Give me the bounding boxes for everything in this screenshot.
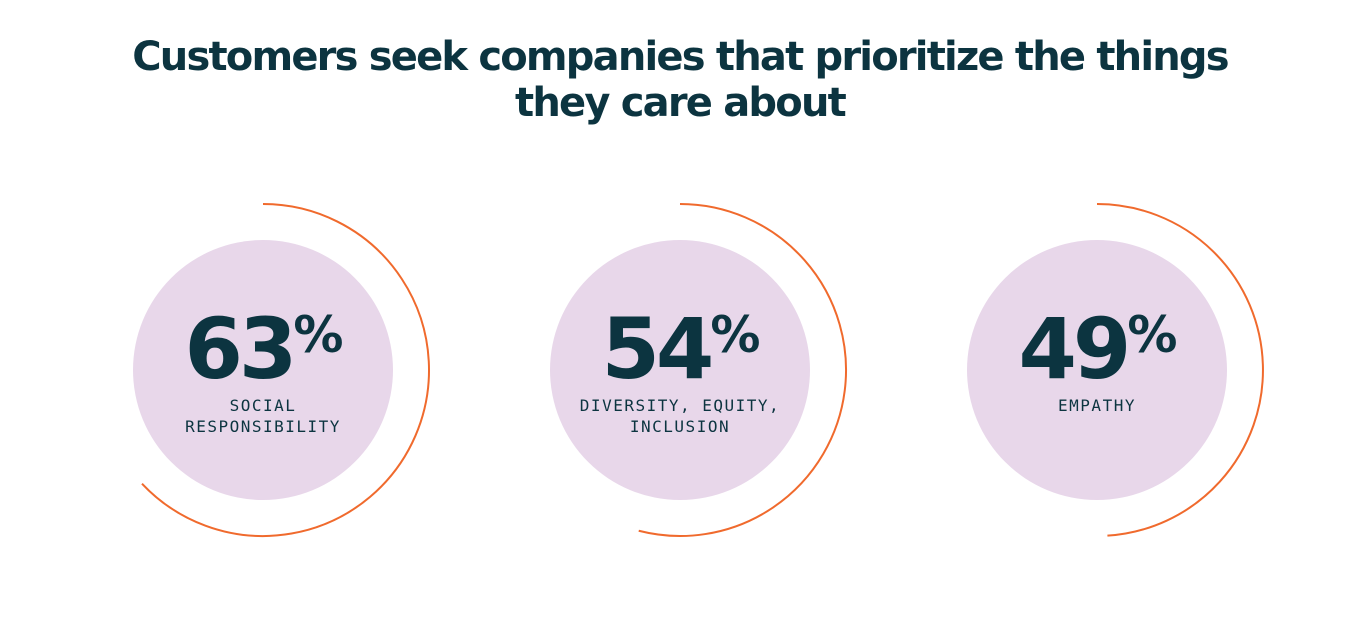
percent-sign: % — [710, 306, 760, 364]
stat-label: SOCIAL RESPONSIBILITY — [185, 396, 341, 436]
chart-title: Customers seek companies that prioritize… — [132, 34, 1229, 126]
progress-ring-diversity-equity-inclusion — [638, 203, 847, 537]
percent-sign: % — [1127, 306, 1177, 364]
percent-sign: % — [293, 306, 343, 364]
progress-arc-empathy — [1096, 203, 1264, 537]
progress-ring-social-responsibility — [141, 203, 430, 537]
stat-empathy: 49% EMPATHY — [967, 202, 1307, 540]
progress-arc-diversity-equity-inclusion — [638, 203, 847, 537]
stat-label: EMPATHY — [1058, 396, 1136, 415]
stat-value: 49% — [1018, 300, 1177, 398]
stat-value: 54% — [601, 300, 760, 398]
stat-disc — [967, 240, 1227, 500]
stat-social-responsibility: 63% SOCIAL RESPONSIBILITY — [133, 202, 473, 540]
stat-disc — [550, 240, 810, 500]
progress-ring-empathy — [1096, 203, 1264, 537]
stat-diversity-equity-inclusion: 54% DIVERSITY, EQUITY, INCLUSION — [550, 202, 890, 540]
stat-disc — [133, 240, 393, 500]
progress-arc-social-responsibility — [141, 203, 430, 537]
stat-label: DIVERSITY, EQUITY, INCLUSION — [579, 396, 781, 436]
stat-value: 63% — [184, 300, 343, 398]
